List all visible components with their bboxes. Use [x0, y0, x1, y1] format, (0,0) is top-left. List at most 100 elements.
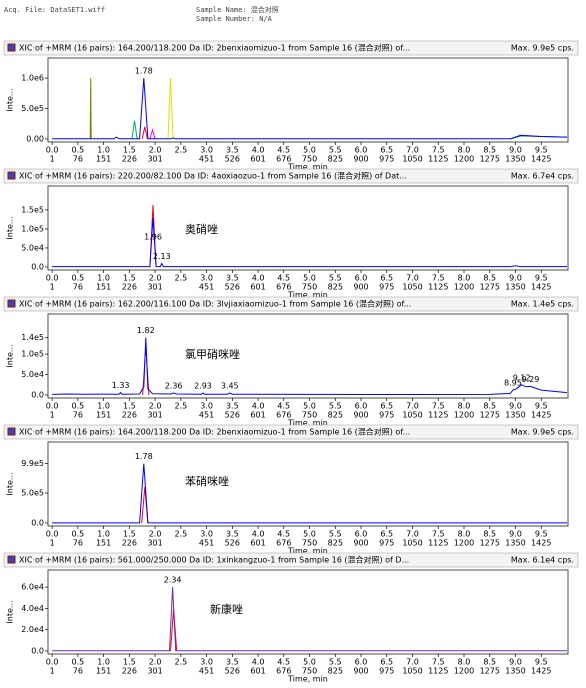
scan-label: 676	[276, 411, 291, 420]
scan-label: 1350	[505, 411, 525, 420]
x-tick-label: 7.5	[432, 530, 445, 539]
y-tick-label: 1.0e6	[21, 74, 44, 83]
x-tick-label: 9.0	[509, 530, 522, 539]
scan-label: 151	[96, 411, 111, 420]
scan-label: 1050	[402, 667, 422, 676]
y-axis-label: Inte...	[6, 344, 15, 367]
y-tick-label: 0.00	[26, 134, 44, 143]
y-tick-label: 0.0	[31, 262, 44, 271]
x-tick-label: 4.0	[252, 274, 265, 283]
x-axis-label: Time, min	[287, 291, 328, 300]
scan-label: 301	[147, 539, 162, 548]
scan-label: 226	[122, 667, 137, 676]
compound-name: 苯硝咪唑	[185, 474, 229, 488]
x-tick-label: 1.5	[123, 146, 136, 155]
x-tick-label: 1.5	[123, 658, 136, 667]
peak-label: 1.96	[144, 233, 162, 242]
scan-label: 526	[225, 667, 240, 676]
scan-label: 975	[379, 411, 394, 420]
x-tick-label: 8.5	[483, 658, 496, 667]
x-tick-label: 4.5	[277, 274, 290, 283]
peak-label: 9.12	[513, 373, 531, 382]
scan-label: 526	[225, 411, 240, 420]
x-tick-label: 6.5	[380, 146, 393, 155]
scan-label: 451	[199, 539, 214, 548]
x-tick-label: 4.0	[252, 658, 265, 667]
x-tick-label: 3.0	[200, 274, 213, 283]
x-tick-label: 9.5	[535, 274, 548, 283]
x-tick-label: 7.5	[432, 658, 445, 667]
x-tick-label: 2.5	[174, 530, 187, 539]
scan-label: 750	[302, 539, 317, 548]
x-tick-label: 8.0	[458, 274, 471, 283]
x-tick-label: 9.0	[509, 402, 522, 411]
sample-number: Sample Number: N/A	[196, 15, 273, 23]
scan-label: 750	[302, 283, 317, 292]
x-tick-label: 0.0	[46, 658, 59, 667]
x-tick-label: 3.0	[200, 530, 213, 539]
x-tick-label: 7.0	[406, 402, 419, 411]
scan-label: 1350	[505, 539, 525, 548]
trace	[131, 120, 138, 140]
peak-label: 2.93	[194, 381, 212, 390]
panel-title: XIC of +MRM (16 pairs): 561.000/250.000 …	[19, 555, 409, 565]
trace	[52, 587, 567, 652]
x-tick-label: 7.0	[406, 274, 419, 283]
x-tick-label: 2.0	[149, 274, 162, 283]
peak-label: 1.82	[137, 326, 155, 335]
x-tick-label: 2.5	[174, 146, 187, 155]
panel-header	[3, 296, 579, 312]
scan-label: 1200	[454, 667, 474, 676]
scan-label: 975	[379, 667, 394, 676]
x-tick-label: 2.5	[174, 658, 187, 667]
x-tick-label: 2.0	[149, 402, 162, 411]
scan-label: 526	[225, 539, 240, 548]
y-axis-label: Inte...	[6, 472, 15, 495]
x-tick-label: 3.5	[226, 146, 239, 155]
x-tick-label: 8.0	[458, 530, 471, 539]
scan-label: 1	[50, 411, 55, 420]
scan-label: 1200	[454, 155, 474, 164]
x-tick-label: 9.5	[535, 146, 548, 155]
trace	[141, 126, 148, 140]
x-tick-label: 0.0	[46, 402, 59, 411]
y-tick-label: 1.0e5	[21, 224, 44, 233]
peak-label: 2.13	[153, 252, 171, 261]
scan-label: 900	[353, 539, 368, 548]
x-tick-label: 5.5	[329, 530, 342, 539]
scan-label: 1275	[480, 283, 500, 292]
x-tick-label: 9.0	[509, 658, 522, 667]
x-tick-label: 3.5	[226, 530, 239, 539]
plot-frame	[47, 441, 569, 527]
x-tick-label: 0.0	[46, 146, 59, 155]
panel-header	[3, 552, 579, 568]
y-tick-label: 1.4e5	[21, 333, 44, 342]
x-axis-label: Time, min	[287, 419, 328, 428]
compound-name: 新康唑	[210, 602, 243, 616]
scan-label: 1125	[428, 411, 448, 420]
scan-label: 1275	[480, 667, 500, 676]
x-tick-label: 1.5	[123, 402, 136, 411]
header-icon	[7, 299, 16, 308]
scan-label: 226	[122, 539, 137, 548]
trace	[52, 463, 567, 524]
y-tick-label: 2.0e4	[21, 625, 44, 634]
x-tick-label: 6.0	[355, 530, 368, 539]
max-label: Max. 9.9e5 cps.	[511, 428, 574, 437]
scan-label: 601	[250, 539, 265, 548]
x-tick-label: 3.0	[200, 402, 213, 411]
y-tick-label: 6.0e4	[21, 583, 44, 592]
y-tick-label: 5.0e4	[21, 243, 44, 252]
scan-label: 825	[328, 539, 343, 548]
x-tick-label: 6.0	[355, 146, 368, 155]
scan-label: 526	[225, 283, 240, 292]
x-tick-label: 7.5	[432, 402, 445, 411]
x-tick-label: 1.0	[97, 146, 110, 155]
x-tick-label: 0.0	[46, 274, 59, 283]
scan-label: 451	[199, 283, 214, 292]
scan-label: 1125	[428, 155, 448, 164]
scan-label: 1	[50, 667, 55, 676]
panel-title: XIC of +MRM (16 pairs): 164.200/118.200 …	[19, 427, 410, 437]
peak-label: 2.34	[164, 576, 182, 585]
